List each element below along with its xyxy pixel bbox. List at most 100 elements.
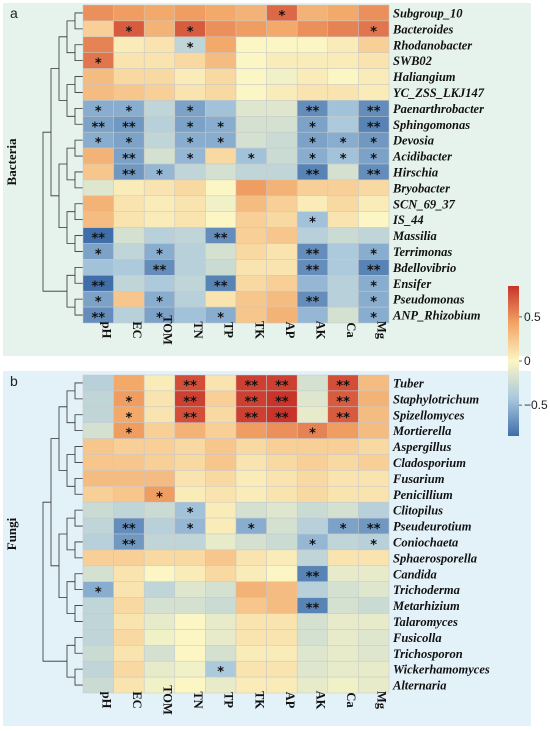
fungi-cell: [266, 613, 298, 630]
bacteria-row-label: SCN_69_37: [393, 197, 456, 211]
bacteria-cell: [235, 163, 267, 181]
bacteria-significance-mark: *: [217, 311, 224, 326]
bacteria-dendrogram-branch: [42, 131, 67, 292]
bacteria-significance-mark: **: [91, 311, 105, 326]
fungi-cell: [113, 629, 145, 646]
fungi-cell: [358, 613, 390, 630]
fungi-cell: [113, 374, 145, 392]
bacteria-cell: [113, 195, 145, 212]
fungi-cell: [358, 438, 390, 455]
bacteria-cell: [113, 275, 145, 292]
bacteria-cell: [113, 290, 145, 308]
bacteria-row-label: Bdellovibrio: [392, 261, 456, 275]
fungi-cell: [266, 629, 298, 646]
bacteria-cell: [358, 36, 390, 53]
fungi-cell: [143, 422, 176, 439]
bacteria-cell: [205, 20, 237, 38]
fungi-cell: [358, 422, 390, 439]
fungi-cell: [82, 390, 114, 408]
bacteria-cell: [296, 84, 329, 101]
bacteria-cell: [82, 4, 114, 22]
bacteria-cell: [235, 68, 267, 85]
bacteria-significance-mark: **: [306, 168, 320, 183]
fungi-row-label: Spizellomyces: [393, 408, 465, 422]
fungi-cell: [266, 565, 298, 582]
bacteria-cell: [113, 4, 145, 22]
fungi-cell: [143, 645, 176, 662]
fungi-cell: [143, 406, 176, 423]
bacteria-cell: [143, 100, 176, 117]
fungi-cell: [143, 597, 176, 614]
fungi-cell: [296, 438, 329, 455]
bacteria-significance-mark: *: [370, 247, 377, 262]
bacteria-cell: [174, 179, 206, 197]
bacteria-cell: [296, 68, 329, 85]
fungi-cell: [358, 660, 390, 678]
bacteria-cell: [174, 84, 206, 101]
fungi-cell: [235, 597, 267, 614]
fungi-cell: [174, 629, 206, 646]
bacteria-cell: [205, 211, 237, 228]
bacteria-significance-mark: **: [214, 279, 228, 294]
panel-a-letter: a: [10, 5, 18, 21]
bacteria-cell: [113, 52, 145, 69]
fungi-column-label: AP: [283, 692, 297, 709]
bacteria-cell: [82, 36, 114, 53]
fungi-cell: [113, 501, 145, 519]
bacteria-cell: [235, 52, 267, 69]
fungi-row-label: Pseudeurotium: [393, 520, 472, 534]
bacteria-significance-mark: *: [156, 168, 163, 183]
bacteria-cell: [205, 84, 237, 101]
fungi-cell: [235, 629, 267, 646]
fungi-cell: [358, 486, 390, 503]
fungi-row-label: Alternaria: [392, 679, 447, 693]
fungi-cell: [235, 645, 267, 662]
fungi-cell: [82, 438, 114, 455]
bacteria-cell: [327, 163, 359, 181]
bacteria-cell: [174, 259, 206, 276]
bacteria-row-label: Haliangium: [392, 70, 456, 84]
fungi-cell: [113, 470, 145, 487]
fungi-significance-mark: *: [95, 586, 102, 601]
bacteria-significance-mark: *: [340, 136, 347, 151]
fungi-column-label: EC: [130, 691, 144, 708]
fungi-cell: [235, 470, 267, 487]
fungi-cell: [174, 454, 206, 471]
bacteria-cell: [358, 306, 390, 324]
panel-b-dendrogram: [42, 382, 83, 686]
bacteria-cell: [327, 195, 359, 212]
fungi-cell: [205, 501, 237, 519]
bacteria-cell: [235, 211, 267, 228]
fungi-row-label: Cladosporium: [393, 456, 466, 470]
bacteria-cell: [174, 290, 206, 308]
bacteria-cell: [205, 290, 237, 308]
fungi-significance-mark: *: [340, 522, 347, 537]
fungi-cell: [235, 565, 267, 582]
bacteria-cell: [266, 179, 298, 197]
bacteria-significance-mark: *: [309, 120, 316, 135]
bacteria-cell: [113, 227, 145, 244]
bacteria-significance-mark: **: [122, 120, 136, 135]
fungi-column-label: TOM: [161, 685, 175, 715]
fungi-cell: [143, 470, 176, 487]
fungi-cell: [266, 549, 298, 567]
bacteria-cell: [143, 68, 176, 85]
bacteria-significance-mark: *: [370, 311, 377, 326]
fungi-cell: [235, 660, 267, 678]
fungi-cell: [358, 470, 390, 487]
bacteria-cell: [327, 275, 359, 292]
bacteria-cell: [266, 116, 298, 133]
fungi-cell: [327, 486, 359, 503]
bacteria-cell: [205, 195, 237, 212]
fungi-cell: [327, 438, 359, 455]
fungi-significance-mark: *: [217, 665, 224, 680]
fungi-cell: [358, 581, 390, 598]
fungi-cell: [174, 581, 206, 598]
bacteria-cell: [296, 275, 329, 292]
bacteria-significance-mark: *: [125, 25, 132, 40]
fungi-cell: [82, 549, 114, 567]
bacteria-significance-mark: **: [122, 168, 136, 183]
fungi-cell: [82, 374, 114, 392]
panel-a-heatmap: ** * **** * * ** **** ** * * * *** * * * * * *** * * * * *** * *…: [82, 4, 485, 345]
fungi-cell: [266, 470, 298, 487]
